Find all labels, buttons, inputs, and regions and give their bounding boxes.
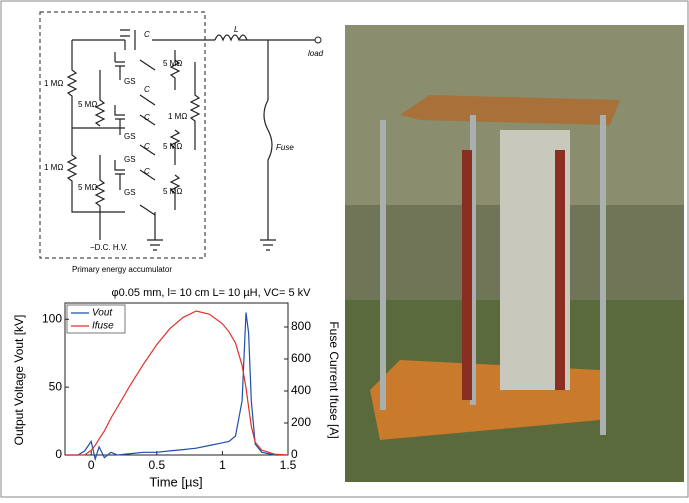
wires (72, 29, 315, 251)
label: 5 MΩ (163, 142, 182, 151)
label: Fuse (276, 143, 294, 152)
label: 1 MΩ (44, 163, 63, 172)
caption: Primary energy accumulator (72, 265, 172, 274)
y-tick-label: 50 (49, 379, 63, 393)
chart: φ0.05 mm, l= 10 cm L= 10 µH, VC= 5 kV Ti… (12, 287, 341, 490)
y2-tick-label: 200 (291, 415, 311, 429)
label: C (144, 167, 150, 176)
y2-tick-label: 0 (291, 447, 298, 461)
label: C (144, 85, 150, 94)
y-tick-label: 100 (42, 311, 62, 325)
plot-area (64, 302, 289, 456)
terminal (314, 36, 322, 44)
series-line (65, 312, 288, 462)
y-axis-label: Output Voltage Vout [kV] (12, 315, 26, 446)
label: C (144, 30, 150, 39)
label: 1 MΩ (44, 79, 63, 88)
y2-axis-label: Fuse Current Ifuse [A] (327, 321, 341, 438)
photo (345, 25, 684, 482)
x-tick-label: 1.5 (280, 458, 297, 472)
y2-tick-label: 600 (291, 351, 311, 365)
y2-tick-label: 800 (291, 319, 311, 333)
box (39, 11, 206, 259)
label: 5 MΩ (78, 183, 97, 192)
label: GS (124, 188, 136, 197)
label: −D.C. H.V. (90, 243, 128, 252)
legend-label: Vout (92, 308, 113, 319)
label: 1 MΩ (168, 112, 187, 121)
label: GS (124, 155, 136, 164)
label: GS (124, 77, 136, 86)
photo-rod (462, 150, 472, 400)
photo-rod (555, 150, 565, 390)
label: 5 MΩ (78, 100, 97, 109)
x-tick-label: 0.5 (148, 458, 165, 472)
y2-tick-label: 400 (291, 383, 311, 397)
x-axis-label: Time [µs] (149, 474, 202, 489)
x-tick-label: 1 (219, 458, 226, 472)
label: C (144, 113, 150, 122)
photo-post (600, 115, 606, 435)
label: GS (124, 132, 136, 141)
y-tick-label: 0 (55, 447, 62, 461)
label: C (144, 142, 150, 151)
circuit: L load Fuse C C C C C GS GS GS GS 5 MΩ 5… (39, 11, 324, 274)
chart-title: φ0.05 mm, l= 10 cm L= 10 µH, VC= 5 kV (111, 287, 311, 299)
fuse (263, 99, 273, 165)
series-line (65, 310, 289, 456)
photo-top (400, 95, 620, 125)
label: 5 MΩ (163, 59, 182, 68)
label: L (234, 25, 238, 34)
photo-post (380, 120, 386, 410)
legend-box (66, 304, 126, 334)
x-tick-label: 0 (88, 458, 95, 472)
capacitors-gaps (114, 52, 156, 216)
photo-post (470, 115, 476, 405)
label: load (308, 49, 324, 58)
legend-label: Ifuse (92, 321, 114, 332)
label: 5 MΩ (163, 187, 182, 196)
resistors (66, 40, 201, 251)
inductor (214, 34, 248, 42)
